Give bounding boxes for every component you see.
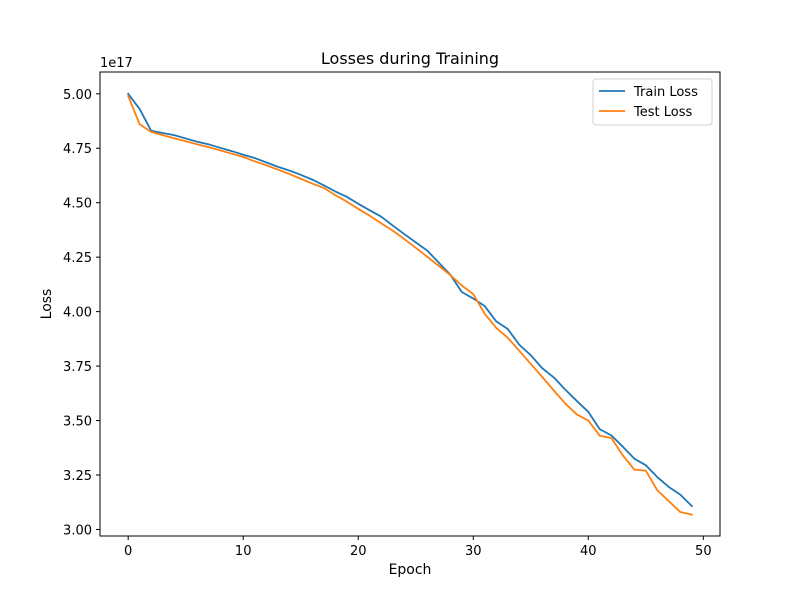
y-tick-label: 4.25 [63, 251, 92, 266]
y-tick-label: 3.25 [63, 469, 92, 484]
x-tick-label: 20 [350, 544, 367, 559]
series-line-test-loss [127, 94, 693, 516]
x-tick-label: 30 [465, 544, 482, 559]
legend-label-train-loss: Train Loss [633, 85, 698, 100]
y-tick-label: 4.50 [63, 197, 92, 212]
chart-title: Losses during Training [321, 49, 499, 68]
y-tick-label: 3.50 [63, 415, 92, 430]
legend: Train Loss Test Loss [592, 78, 713, 126]
x-tick-label: 40 [580, 544, 597, 559]
x-axis-label: Epoch [389, 562, 432, 578]
plot-area: 0 10 20 30 40 50 3.00 3.25 3.50 3.75 4.00 4.25 4.50 4… [63, 71, 721, 559]
y-offset-label: 1e17 [100, 56, 133, 71]
y-tick-label: 3.75 [63, 360, 92, 375]
y-tick-label: 5.00 [63, 88, 92, 103]
legend-label-test-loss: Test Loss [633, 105, 692, 120]
y-tick-label: 4.75 [63, 142, 92, 157]
series-line-train-loss [126, 92, 694, 508]
y-tick-label: 3.00 [63, 523, 92, 538]
x-tick-label: 0 [124, 544, 132, 559]
y-axis-label: Loss [39, 289, 55, 320]
x-tick-label: 50 [695, 544, 712, 559]
x-tick-label: 10 [235, 544, 252, 559]
y-tick-label: 4.00 [63, 306, 92, 321]
axes-frame [99, 71, 721, 537]
